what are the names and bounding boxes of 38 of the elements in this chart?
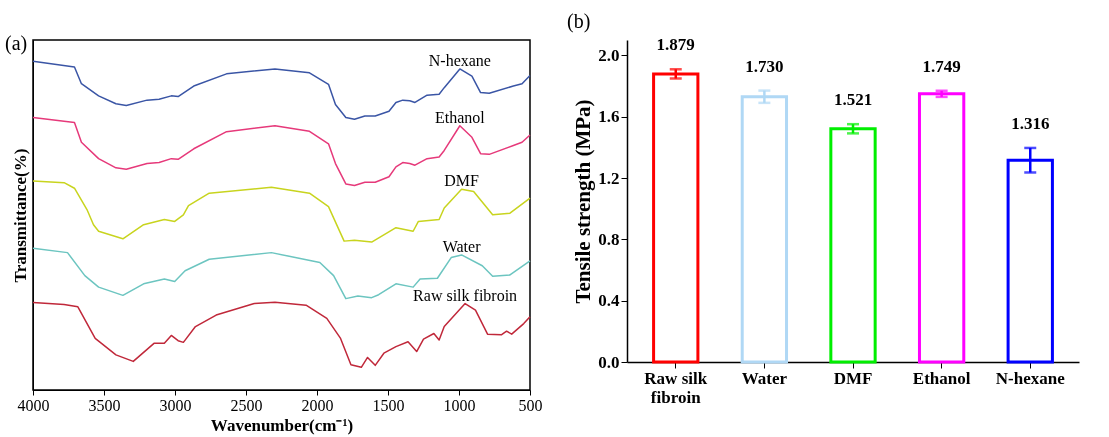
x-tick-label: Water bbox=[741, 368, 788, 388]
bar bbox=[652, 72, 700, 364]
bar bbox=[740, 95, 789, 364]
x-tick-label: DMF bbox=[833, 368, 873, 388]
data-label: 1.879 bbox=[656, 35, 695, 55]
series-label: Ethanol bbox=[434, 108, 486, 126]
x-tick-label: 1500 bbox=[372, 396, 405, 414]
y-tick-label: 2.0 bbox=[598, 45, 620, 65]
x-tick-label: 3500 bbox=[88, 396, 121, 414]
bar bbox=[917, 92, 966, 364]
y-tick-label: 0.4 bbox=[598, 291, 620, 311]
data-label: 1.521 bbox=[833, 90, 873, 110]
x-tick-label: 4000 bbox=[17, 396, 50, 414]
x-tick-label: 2500 bbox=[230, 396, 263, 414]
series-label: Raw silk fibroin bbox=[413, 286, 518, 304]
x-tick-label: 1000 bbox=[443, 396, 476, 414]
data-label: 1.730 bbox=[745, 56, 784, 76]
x-tick-label: Raw silk fibroin bbox=[644, 368, 708, 407]
chart-title: (b) bbox=[567, 10, 591, 34]
data-label: 1.316 bbox=[1011, 113, 1050, 133]
data-label: 1.749 bbox=[922, 56, 961, 76]
y-axis-title: Transmittance(%) bbox=[10, 148, 30, 283]
bar bbox=[829, 127, 877, 364]
x-tick-label: 500 bbox=[518, 396, 543, 414]
series-label: N-hexane bbox=[428, 51, 491, 69]
chart-title: (a) bbox=[5, 32, 28, 55]
y-tick-label: 1.6 bbox=[598, 107, 620, 127]
y-tick-label: 0.0 bbox=[598, 352, 620, 372]
y-tick-label: 0.8 bbox=[598, 229, 620, 249]
x-tick-label: N-hexane bbox=[995, 368, 1066, 388]
x-tick-label: Ethanol bbox=[912, 368, 971, 388]
y-axis-title: Tensile strength (MPa) bbox=[571, 99, 596, 304]
series-label: DMF bbox=[444, 172, 479, 190]
x-axis-title: Wavenumber(cm⁻¹) bbox=[210, 415, 354, 435]
x-tick-label: 2000 bbox=[301, 396, 334, 414]
x-tick-label: 3000 bbox=[159, 396, 192, 414]
y-tick-label: 1.2 bbox=[598, 168, 620, 188]
series-label: Water bbox=[442, 237, 482, 255]
